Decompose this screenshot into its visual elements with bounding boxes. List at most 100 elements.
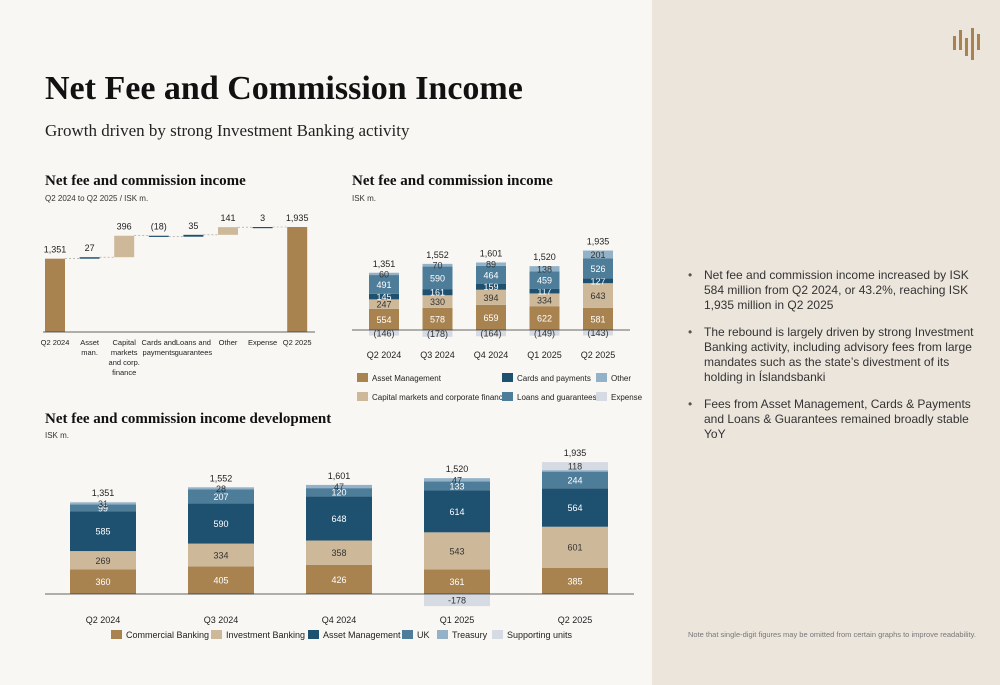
stacked-segment xyxy=(369,272,399,276)
waterfall-bar xyxy=(148,235,169,237)
stacked-segment xyxy=(583,278,613,284)
stacked-value-label: (146) xyxy=(373,328,394,338)
stacked-category-label: Q2 2024 xyxy=(367,350,402,360)
waterfall-value-label: 35 xyxy=(188,221,198,231)
legend-swatch xyxy=(596,373,607,382)
legend-label: Asset Management xyxy=(372,374,442,383)
stacked-value-label: 643 xyxy=(590,291,605,301)
page-title: Net Fee and Commission Income xyxy=(45,70,523,107)
stacked-value-label: 526 xyxy=(590,264,605,274)
stacked-value-label: 201 xyxy=(590,250,605,260)
stacked-total-label: 1,552 xyxy=(210,473,233,483)
legend-swatch xyxy=(308,630,319,639)
waterfall-category-label: Capital xyxy=(113,338,137,347)
stacked-category-label: Q2 2024 xyxy=(86,615,121,625)
stacked-total-label: 1,935 xyxy=(587,237,610,247)
legend-swatch xyxy=(596,392,607,401)
stacked-segment xyxy=(476,330,506,337)
stacked-category-label: Q1 2025 xyxy=(527,350,562,360)
development-title: Net fee and commission income developmen… xyxy=(45,411,332,427)
waterfall-category-label: Expense xyxy=(248,338,277,347)
stacked-segment xyxy=(422,295,453,308)
waterfall-category-label: finance xyxy=(112,368,136,377)
stacked-value-label: 590 xyxy=(430,273,445,283)
stacked-segment xyxy=(70,551,136,570)
stacked-value-label: 334 xyxy=(537,295,552,305)
legend-swatch xyxy=(502,392,513,401)
stacked-segment xyxy=(369,293,399,300)
stacked-total-label: 1,601 xyxy=(328,471,351,481)
waterfall-subtitle: Q2 2024 to Q2 2025 / ISK m. xyxy=(45,194,149,203)
stacked-segment xyxy=(542,471,608,489)
stacked-value-label: (178) xyxy=(427,329,448,339)
legend-swatch xyxy=(492,630,503,639)
legend-swatch xyxy=(402,630,413,639)
stacked-segment xyxy=(70,511,136,552)
waterfall-bar xyxy=(79,257,100,259)
stacked-segment xyxy=(424,490,490,533)
waterfall-category-label: Loans and xyxy=(176,338,211,347)
waterfall-value-label: 1,351 xyxy=(44,245,67,255)
stacked-value-label: 543 xyxy=(449,546,464,556)
legend-label: Treasury xyxy=(452,630,488,640)
stacked-value-label: 133 xyxy=(449,481,464,491)
waterfall-title: Net fee and commission income xyxy=(45,173,246,189)
stacked-total-label: 1,552 xyxy=(426,250,449,260)
stacked-segment xyxy=(529,293,560,307)
stacked-segment xyxy=(583,330,613,336)
stacked-segment xyxy=(422,263,453,267)
stacked-segment xyxy=(476,262,506,266)
stacked-value-label: 118 xyxy=(568,462,582,472)
waterfall-bar xyxy=(183,234,204,237)
legend-label: Supporting units xyxy=(507,630,573,640)
stacked-category-label: Q2 2025 xyxy=(558,615,593,625)
stacked-value-label: 564 xyxy=(567,503,582,513)
stacked-segment xyxy=(70,504,136,512)
footnote: Note that single-digit figures may be om… xyxy=(688,630,976,639)
stacked-segment xyxy=(422,289,453,296)
bullet-list: Net fee and commission income increased … xyxy=(688,268,980,454)
stacked-value-label: 614 xyxy=(449,507,464,517)
waterfall-category-label: guarantees xyxy=(175,348,213,357)
stacked-segment xyxy=(424,594,490,607)
stacked-value-label: 405 xyxy=(213,576,228,586)
stacked-segment xyxy=(424,481,490,491)
stacked-segment xyxy=(542,470,608,472)
legend-label: Other xyxy=(611,374,631,383)
waterfall-value-label: (18) xyxy=(151,222,167,232)
legend-label: Commercial Banking xyxy=(126,630,209,640)
stacked-value-label: 244 xyxy=(567,475,582,485)
waterfall-value-label: 27 xyxy=(85,243,95,253)
stacked-segment xyxy=(476,283,506,290)
waterfall-bar xyxy=(218,227,238,235)
legend-label: Capital markets and corporate finance xyxy=(372,393,508,402)
stacked-value-label: 622 xyxy=(537,314,552,324)
stacked-segment xyxy=(422,330,453,337)
stacked-segment xyxy=(188,487,254,490)
stacked-value-label: 554 xyxy=(376,315,391,325)
waterfall-category-label: Cards and xyxy=(141,338,176,347)
legend-label: Cards and payments xyxy=(517,374,591,383)
stacked-value-label: 360 xyxy=(95,577,110,587)
stacked-total-label: 1,351 xyxy=(92,488,115,498)
stacked-total-label: 1,601 xyxy=(480,249,503,259)
stacked-segment xyxy=(188,594,254,595)
bullet-item: Net fee and commission income increased … xyxy=(688,268,980,313)
stacked-category-label: Q4 2024 xyxy=(322,615,357,625)
stacked-value-label: (149) xyxy=(534,328,555,338)
stacked-value-label: 385 xyxy=(567,576,582,586)
stacked-value-label: 659 xyxy=(483,313,498,323)
stacked-category-label: Q3 2024 xyxy=(204,615,239,625)
stacked-segment xyxy=(542,488,608,527)
stacked-value-label: 207 xyxy=(213,492,228,502)
waterfall-category-label: Other xyxy=(219,338,238,347)
waterfall-bar xyxy=(114,235,135,258)
stacked-value-label: 464 xyxy=(483,270,498,280)
stacked-category-label: Q4 2024 xyxy=(474,350,509,360)
stacked-segment xyxy=(369,308,399,330)
stacked-value-label: 578 xyxy=(430,314,445,324)
waterfall-bar xyxy=(252,227,273,229)
stacked-segment xyxy=(529,271,560,289)
stacked-segment xyxy=(529,266,560,272)
